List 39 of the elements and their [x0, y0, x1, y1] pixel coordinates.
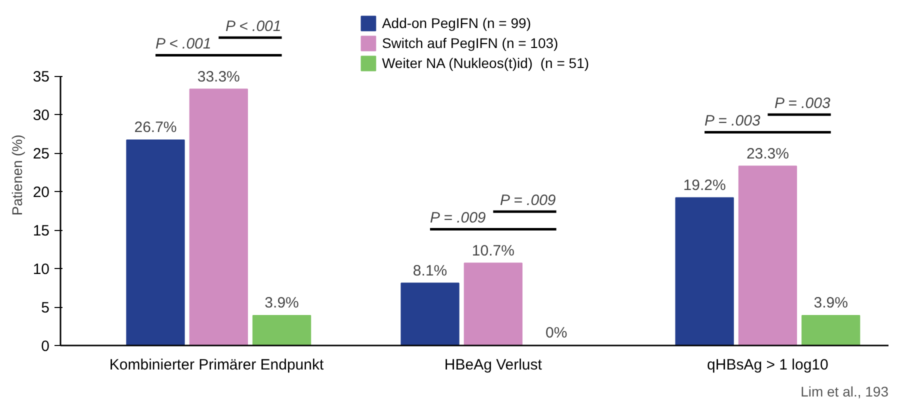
- text: Lim et al., 193: [800, 384, 889, 400]
- x-tick-label: HBeAg Verlust: [444, 356, 543, 374]
- annotation: P = .003: [704, 112, 761, 130]
- y-tick-label: 20: [32, 184, 50, 202]
- annotation: P = .009: [500, 192, 556, 209]
- y-tick-label: 25: [32, 146, 50, 163]
- data-label: 26.7%: [134, 119, 177, 136]
- bar: [802, 314, 860, 346]
- data-label: 33.3%: [197, 68, 240, 86]
- data-label: 19.2%: [683, 176, 726, 194]
- y-tick-label: 30: [32, 107, 50, 124]
- x-tick-label: qHBsAg > 1 log10: [707, 356, 828, 374]
- y-tick-label: 10: [32, 261, 50, 278]
- bar: [252, 314, 312, 346]
- y-axis-title: Patienen (%): [8, 134, 25, 216]
- data-label: 8.1%: [412, 262, 448, 280]
- y-tick-label: 35: [32, 68, 50, 86]
- legend-label: Weiter NA (Nukleos(t)id) (n = 51): [382, 54, 590, 72]
- annotation: P = .009: [430, 210, 486, 227]
- annotation: P = .003: [774, 94, 831, 112]
- text: P < .001: [155, 36, 212, 53]
- data-label: 0%: [545, 324, 568, 342]
- bar: [675, 197, 734, 346]
- data-label: 23.3%: [746, 145, 789, 162]
- y-tick-label: 0: [41, 338, 50, 355]
- bar: [126, 139, 185, 346]
- bar: [464, 262, 522, 346]
- text: P < .001: [225, 18, 282, 35]
- data-label: 3.9%: [814, 294, 848, 312]
- bar: [400, 282, 460, 346]
- bar: [738, 166, 798, 346]
- legend-label: Switch auf PegIFN (n = 103): [382, 34, 558, 52]
- data-label: 3.9%: [264, 294, 299, 312]
- y-tick-label: 15: [32, 222, 50, 240]
- data-label: 10.7%: [472, 242, 514, 260]
- y-tick-label: 5: [41, 300, 50, 317]
- x-tick-label: Kombinierter Primärer Endpunkt: [109, 356, 325, 374]
- bar: [189, 88, 248, 346]
- legend-label: Add-on PegIFN (n = 99): [382, 14, 531, 32]
